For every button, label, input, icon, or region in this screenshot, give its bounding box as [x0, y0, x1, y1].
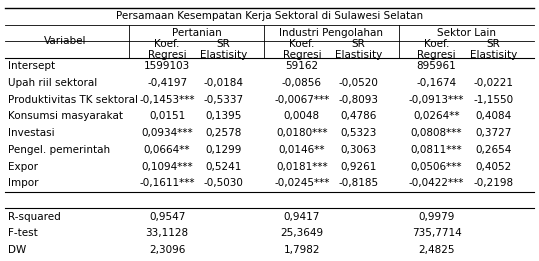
- Text: -0,0245***: -0,0245***: [274, 178, 329, 188]
- Text: -0,0520: -0,0520: [338, 78, 378, 88]
- Text: Pengel. pemerintah: Pengel. pemerintah: [8, 145, 110, 155]
- Text: 0,4786: 0,4786: [340, 111, 377, 121]
- Text: 2,3096: 2,3096: [149, 245, 185, 255]
- Text: 0,2654: 0,2654: [475, 145, 512, 155]
- Text: DW: DW: [8, 245, 26, 255]
- Text: -0,1674: -0,1674: [417, 78, 457, 88]
- Text: 0,9417: 0,9417: [284, 212, 320, 222]
- Text: Koef.
Regresi: Koef. Regresi: [282, 39, 321, 60]
- Text: 0,3727: 0,3727: [475, 128, 512, 138]
- Text: -0,1453***: -0,1453***: [140, 95, 195, 105]
- Text: Industri Pengolahan: Industri Pengolahan: [280, 28, 383, 38]
- Text: 59162: 59162: [285, 61, 319, 71]
- Text: 0,3063: 0,3063: [340, 145, 377, 155]
- Text: Persamaan Kesempatan Kerja Sektoral di Sulawesi Selatan: Persamaan Kesempatan Kerja Sektoral di S…: [116, 11, 423, 21]
- Text: Variabel: Variabel: [44, 36, 86, 46]
- Text: 0,2578: 0,2578: [205, 128, 242, 138]
- Text: Produktivitas TK sektoral: Produktivitas TK sektoral: [8, 95, 138, 105]
- Text: Koef.
Regresi: Koef. Regresi: [148, 39, 186, 60]
- Text: Impor: Impor: [8, 178, 39, 188]
- Text: 0,5323: 0,5323: [340, 128, 377, 138]
- Text: 0,0811***: 0,0811***: [411, 145, 462, 155]
- Text: 0,0146**: 0,0146**: [279, 145, 325, 155]
- Text: 0,0664**: 0,0664**: [144, 145, 190, 155]
- Text: Investasi: Investasi: [8, 128, 55, 138]
- Text: 0,0934***: 0,0934***: [141, 128, 193, 138]
- Text: 0,9261: 0,9261: [340, 162, 377, 171]
- Text: 0,1094***: 0,1094***: [141, 162, 193, 171]
- Text: Pertanian: Pertanian: [172, 28, 222, 38]
- Text: 0,0181***: 0,0181***: [276, 162, 328, 171]
- Text: 0,9547: 0,9547: [149, 212, 185, 222]
- Text: Intersept: Intersept: [8, 61, 55, 71]
- Text: -0,8093: -0,8093: [338, 95, 378, 105]
- Text: Sektor Lain: Sektor Lain: [437, 28, 496, 38]
- Text: 0,0180***: 0,0180***: [276, 128, 328, 138]
- Text: 735,7714: 735,7714: [412, 228, 461, 238]
- Text: -0,1611***: -0,1611***: [140, 178, 195, 188]
- Text: 25,3649: 25,3649: [280, 228, 323, 238]
- Text: 0,4084: 0,4084: [475, 111, 512, 121]
- Text: -0,2198: -0,2198: [473, 178, 513, 188]
- Text: 0,1299: 0,1299: [205, 145, 242, 155]
- Text: 895961: 895961: [417, 61, 457, 71]
- Text: -0,0913***: -0,0913***: [409, 95, 464, 105]
- Text: 33,1128: 33,1128: [146, 228, 189, 238]
- Text: SR
Elastisity: SR Elastisity: [200, 39, 247, 60]
- Text: -0,0221: -0,0221: [473, 78, 513, 88]
- Text: -0,5030: -0,5030: [204, 178, 244, 188]
- Text: 0,0264**: 0,0264**: [413, 111, 460, 121]
- Text: 0,1395: 0,1395: [205, 111, 242, 121]
- Text: 0,5241: 0,5241: [205, 162, 242, 171]
- Text: -0,0184: -0,0184: [204, 78, 244, 88]
- Text: 1599103: 1599103: [144, 61, 190, 71]
- Text: 0,4052: 0,4052: [475, 162, 512, 171]
- Text: R-squared: R-squared: [8, 212, 61, 222]
- Text: 0,9979: 0,9979: [418, 212, 455, 222]
- Text: -0,0856: -0,0856: [282, 78, 322, 88]
- Text: 0,0808***: 0,0808***: [411, 128, 462, 138]
- Text: Upah riil sektoral: Upah riil sektoral: [8, 78, 98, 88]
- Text: F-test: F-test: [8, 228, 38, 238]
- Text: Expor: Expor: [8, 162, 38, 171]
- Text: SR
Elastisity: SR Elastisity: [335, 39, 382, 60]
- Text: 1,7982: 1,7982: [284, 245, 320, 255]
- Text: 0,0048: 0,0048: [284, 111, 320, 121]
- Text: -0,0067***: -0,0067***: [274, 95, 329, 105]
- Text: -1,1550: -1,1550: [473, 95, 513, 105]
- Text: -0,8185: -0,8185: [338, 178, 378, 188]
- Text: -0,4197: -0,4197: [147, 78, 187, 88]
- Text: 0,0151: 0,0151: [149, 111, 185, 121]
- Text: Koef.
Regresi: Koef. Regresi: [417, 39, 456, 60]
- Text: Konsumsi masyarakat: Konsumsi masyarakat: [8, 111, 123, 121]
- Text: SR
Elastisity: SR Elastisity: [469, 39, 517, 60]
- Text: -0,0422***: -0,0422***: [409, 178, 464, 188]
- Text: 2,4825: 2,4825: [418, 245, 455, 255]
- Text: 0,0506***: 0,0506***: [411, 162, 462, 171]
- Text: -0,5337: -0,5337: [204, 95, 244, 105]
